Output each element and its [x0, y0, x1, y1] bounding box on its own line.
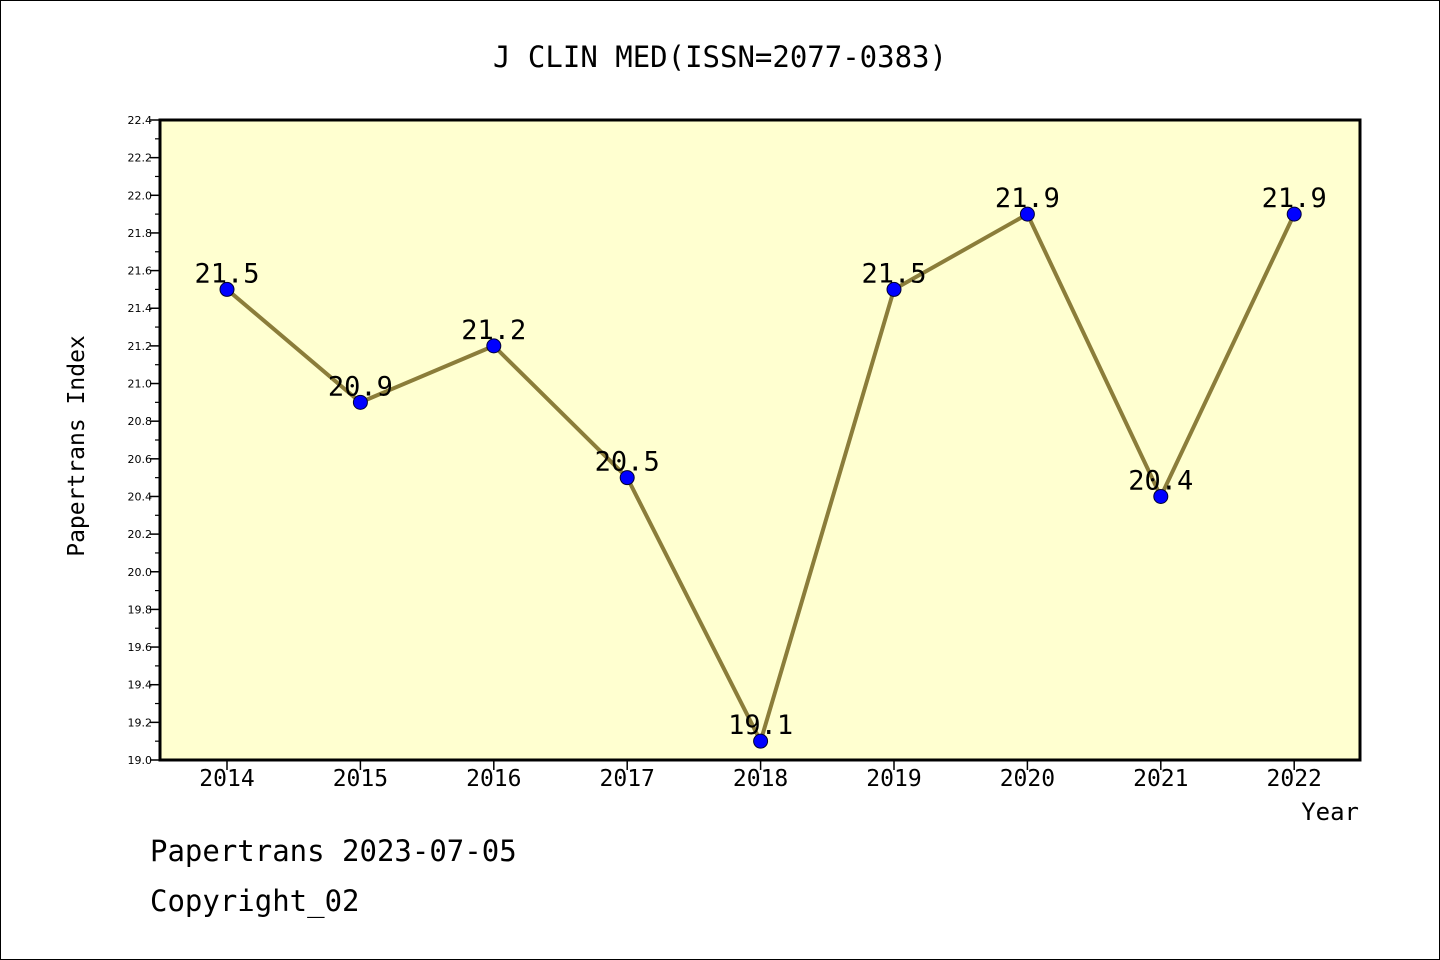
x-tick-label: 2014 [199, 766, 254, 792]
data-point [1153, 488, 1169, 504]
y-tick-label: 21.2 [128, 340, 153, 353]
data-point [619, 470, 635, 486]
y-tick-label: 22.4 [128, 114, 153, 127]
y-tick-label: 19.8 [128, 603, 153, 616]
x-tick-label: 2016 [466, 766, 521, 792]
data-point [352, 394, 368, 410]
x-axis-label: Year [1301, 798, 1359, 826]
data-label: 21.5 [861, 258, 926, 289]
data-labels: 21.5 20.9 21.2 20.5 19.1 21.5 21.9 20.4 21.9 [194, 183, 1326, 741]
data-point [1286, 206, 1302, 222]
y-tick-label: 21.6 [128, 265, 153, 278]
x-tick-label: 2018 [733, 766, 788, 792]
y-tick-label: 19.6 [128, 641, 153, 654]
y-tick-label: 20.4 [128, 490, 153, 503]
x-tick-label: 2015 [333, 766, 388, 792]
y-tick-label: 19.0 [128, 754, 153, 767]
x-tick-label: 2019 [866, 766, 921, 792]
chart-title: J CLIN MED(ISSN=2077-0383) [493, 40, 947, 74]
footer-date: Papertrans 2023-07-05 [150, 834, 517, 868]
y-tick-label: 22.0 [128, 189, 153, 202]
data-label: 21.2 [461, 315, 526, 346]
series-markers [219, 206, 1302, 749]
y-tick-label: 20.0 [128, 566, 153, 579]
data-point [219, 281, 235, 297]
data-point [1019, 206, 1035, 222]
y-tick-label: 20.2 [128, 528, 153, 541]
data-point [886, 281, 902, 297]
y-tick-label: 20.6 [128, 453, 153, 466]
y-tick-label: 21.4 [128, 302, 153, 315]
x-tick-label: 2022 [1267, 766, 1322, 792]
plot-area [158, 118, 1362, 762]
x-axis: 2014 2015 2016 2017 2018 2019 2020 2021 2022 [199, 760, 1322, 792]
data-point [753, 733, 769, 749]
y-tick-label: 21.8 [128, 227, 153, 240]
data-label: 21.5 [194, 258, 259, 289]
data-point [486, 338, 502, 354]
footer-copyright: Copyright_02 [150, 884, 360, 918]
data-label: 20.4 [1128, 465, 1193, 496]
y-tick-label: 20.8 [128, 415, 153, 428]
y-axis: 19.0 19.2 19.4 19.6 19.8 20.0 20.2 20.4 20.6 20.8… [128, 114, 160, 767]
data-label: 20.9 [328, 371, 393, 402]
x-tick-label: 2021 [1133, 766, 1188, 792]
y-tick-label: 21.0 [128, 378, 153, 391]
y-tick-label: 22.2 [128, 152, 153, 165]
data-label: 21.9 [1262, 183, 1327, 214]
y-tick-label: 19.4 [128, 679, 153, 692]
data-label: 19.1 [728, 710, 793, 741]
y-axis-label: Papertrans Index [64, 335, 90, 557]
y-tick-label: 19.2 [128, 716, 153, 729]
data-label: 20.5 [595, 447, 660, 478]
x-tick-label: 2017 [600, 766, 655, 792]
x-tick-label: 2020 [1000, 766, 1055, 792]
data-label: 21.9 [995, 183, 1060, 214]
